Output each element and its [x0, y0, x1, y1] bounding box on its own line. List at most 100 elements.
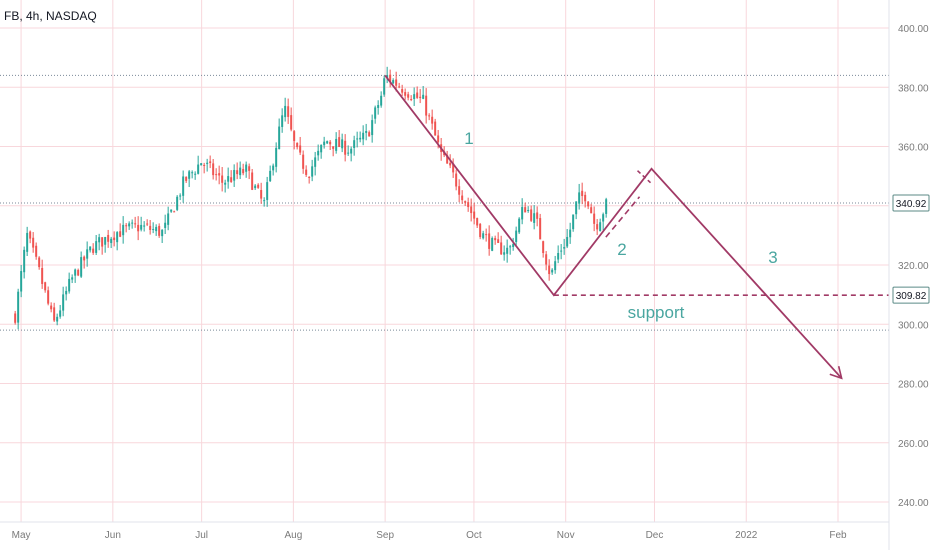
price-lines: [0, 74, 889, 331]
candle-body: [41, 267, 44, 284]
candle-body: [455, 173, 458, 187]
candle-body: [557, 252, 560, 260]
candle-body: [275, 147, 278, 167]
candle-body: [359, 137, 362, 140]
candle-body: [89, 246, 92, 251]
candle-body: [497, 239, 500, 243]
candle-body: [29, 231, 32, 239]
candle-body: [329, 141, 332, 145]
candle-body: [287, 106, 290, 117]
candle-body: [365, 130, 368, 133]
candle-body: [305, 169, 308, 175]
candle-body: [47, 290, 50, 304]
candle-body: [530, 209, 533, 221]
candle-body: [80, 257, 83, 277]
candle-body: [548, 265, 551, 275]
wave-2-dashed-segment: [605, 196, 641, 238]
candle-body: [146, 223, 149, 225]
candle-body: [149, 225, 152, 230]
candle-body: [107, 234, 110, 242]
candle-body: [416, 92, 419, 98]
candle-body: [362, 132, 365, 140]
candle-body: [500, 242, 503, 255]
candle-body: [518, 218, 521, 233]
candle-body: [479, 223, 482, 238]
candle-body: [113, 237, 116, 241]
candle-body: [197, 164, 200, 174]
candle-body: [302, 154, 305, 169]
x-tick-label: Sep: [376, 530, 394, 541]
wave-label-3: 3: [768, 248, 777, 267]
candle-body: [521, 207, 524, 220]
wave-projection-line[interactable]: [384, 74, 843, 380]
y-tick-label: 400.00: [898, 24, 929, 35]
candle-body: [545, 254, 548, 265]
candle-body: [44, 282, 47, 291]
candle-body: [488, 233, 491, 249]
price-badge-label: 309.82: [896, 291, 927, 302]
candle-body: [389, 74, 392, 82]
candle-body: [164, 222, 167, 228]
candle-body: [560, 250, 563, 252]
candle-body: [512, 244, 515, 248]
candle-body: [491, 238, 494, 251]
candle-body: [92, 248, 95, 253]
candle-body: [425, 95, 428, 116]
candle-body: [533, 213, 536, 223]
candle-body: [590, 207, 593, 214]
y-tick-label: 260.00: [898, 439, 929, 450]
candle-body: [206, 162, 209, 164]
candle-body: [494, 238, 497, 241]
y-tick-label: 360.00: [898, 143, 929, 154]
wave-drawings[interactable]: support 1 2 3: [384, 74, 889, 380]
candle-body: [338, 137, 341, 147]
candlestick-series: [14, 66, 608, 330]
candle-body: [584, 194, 587, 202]
x-tick-label: 2022: [735, 530, 758, 541]
candle-body: [161, 229, 164, 237]
candle-body: [326, 141, 329, 144]
candle-body: [23, 249, 26, 273]
candle-body: [14, 313, 17, 323]
candle-body: [410, 98, 413, 100]
candle-body: [449, 162, 452, 166]
x-tick-label: Dec: [646, 530, 664, 541]
candle-body: [266, 182, 269, 200]
candle-body: [335, 138, 338, 151]
candle-body: [506, 247, 509, 254]
candle-body: [401, 89, 404, 93]
candle-body: [290, 115, 293, 130]
candle-body: [371, 120, 374, 136]
candle-body: [236, 170, 239, 175]
candle-body: [218, 173, 221, 176]
candle-body: [398, 86, 401, 88]
x-tick-label: Jul: [195, 530, 208, 541]
candle-body: [434, 121, 437, 136]
candle-body: [605, 199, 608, 214]
candle-body: [128, 223, 131, 227]
candle-body: [131, 222, 134, 224]
candle-body: [59, 310, 62, 317]
candle-body: [185, 176, 188, 181]
candle-body: [50, 305, 53, 310]
candle-body: [248, 166, 251, 171]
candle-body: [317, 150, 320, 156]
candle-body: [86, 249, 89, 259]
candle-body: [26, 232, 29, 252]
candle-body: [509, 246, 512, 248]
candle-body: [125, 225, 128, 227]
candle-body: [383, 78, 386, 95]
candle-body: [575, 201, 578, 215]
candle-body: [269, 170, 272, 182]
price-badge: [892, 286, 930, 304]
candle-body: [38, 257, 41, 268]
candle-body: [593, 213, 596, 224]
y-tick-label: 320.00: [898, 261, 929, 272]
candle-body: [332, 146, 335, 149]
candle-body: [227, 176, 230, 182]
candle-body: [344, 140, 347, 155]
candle-body: [251, 172, 254, 190]
